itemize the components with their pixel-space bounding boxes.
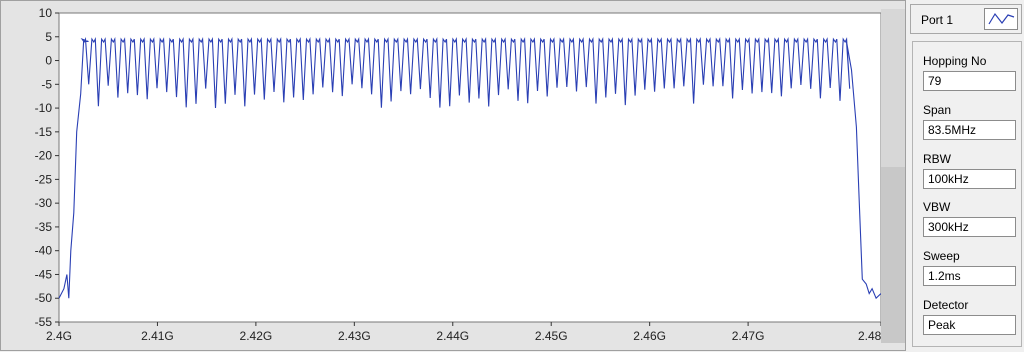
y-tick-label: -10 <box>35 101 53 115</box>
y-tick-label: -45 <box>35 267 53 281</box>
y-tick-label: 10 <box>39 6 53 20</box>
scrollbar-track-upper[interactable] <box>881 9 905 167</box>
hopping-no-field[interactable]: 79 <box>923 71 1016 91</box>
detector-label: Detector <box>923 298 969 312</box>
y-axis: 10 5 0 -5 -10 -15 -20 -25 -30 -35 -40 -45 -50 -55 <box>35 6 59 329</box>
plot-area <box>58 12 882 323</box>
spectrum-trace <box>58 36 882 300</box>
x-axis: 2.4G2.41G2.42G2.43G2.44G2.45G2.46G2.47G2… <box>46 322 904 343</box>
legend-label: Port 1 <box>921 13 954 27</box>
y-tick-label: -30 <box>35 196 53 210</box>
waveform-icon[interactable] <box>984 8 1018 30</box>
x-tick-label: 2.4G <box>46 329 72 343</box>
y-tick-label: -50 <box>35 291 53 305</box>
sweep-field[interactable]: 1.2ms <box>923 266 1016 286</box>
measurement-parameters: Hopping No 79 Span 83.5MHz RBW 100kHz VB… <box>912 41 1022 347</box>
x-tick-label: 2.46G <box>633 329 666 343</box>
x-tick-label: 2.47G <box>732 329 765 343</box>
y-tick-label: -40 <box>35 244 53 258</box>
sweep-label: Sweep <box>923 249 960 263</box>
x-tick-label: 2.41G <box>141 329 174 343</box>
y-tick-label: -15 <box>35 125 53 139</box>
span-field[interactable]: 83.5MHz <box>923 120 1016 140</box>
y-tick-label: -35 <box>35 220 53 234</box>
vbw-label: VBW <box>923 200 951 214</box>
span-label: Span <box>923 103 952 117</box>
y-tick-label: 5 <box>45 30 52 44</box>
x-tick-label: 2.44G <box>436 329 469 343</box>
y-tick-label: -5 <box>41 77 52 91</box>
x-tick-label: 2.45G <box>535 329 568 343</box>
detector-field[interactable]: Peak <box>923 315 1016 335</box>
graph-scrollbar[interactable] <box>881 9 905 343</box>
y-tick-label: -25 <box>35 172 53 186</box>
vbw-field[interactable]: 300kHz <box>923 217 1016 237</box>
y-tick-label: -20 <box>35 149 53 163</box>
rbw-label: RBW <box>923 152 951 166</box>
x-tick-label: 2.42G <box>240 329 273 343</box>
scrollbar-thumb[interactable] <box>881 167 905 343</box>
spectrum-plot: 10 5 0 -5 -10 -15 -20 -25 -30 -35 -40 -45 -50 -55 2.4… <box>35 6 904 343</box>
y-tick-label: 0 <box>45 54 52 68</box>
spectrum-graph: 10 5 0 -5 -10 -15 -20 -25 -30 -35 -40 -45 -50 -55 2.4… <box>0 0 906 351</box>
hopping-no-label: Hopping No <box>923 54 987 68</box>
plot-legend[interactable]: Port 1 <box>910 4 1022 34</box>
x-tick-label: 2.43G <box>338 329 371 343</box>
rbw-field[interactable]: 100kHz <box>923 169 1016 189</box>
y-tick-label: -55 <box>35 315 53 329</box>
